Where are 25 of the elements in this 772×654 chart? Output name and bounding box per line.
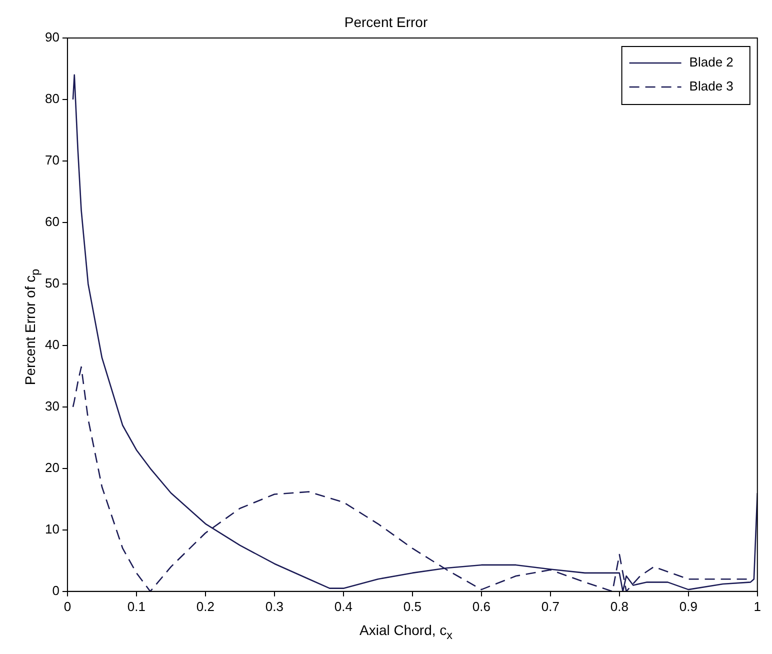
x-tick-label: 0.6 xyxy=(472,598,490,614)
y-tick-label: 60 xyxy=(44,214,60,230)
y-tick-label: 0 xyxy=(52,582,60,598)
y-tick-label: 40 xyxy=(44,337,60,352)
y-tick-label: 90 xyxy=(44,30,60,45)
x-tick-label: 0.7 xyxy=(541,598,560,614)
x-tick-label: 0.1 xyxy=(127,598,146,614)
x-tick-label: 0.2 xyxy=(196,598,214,614)
x-axis-title: Axial Chord, c$_{x}$ xyxy=(358,622,454,642)
x-tick-label: 0.4 xyxy=(334,598,352,614)
y-tick-label: 20 xyxy=(44,460,60,475)
x-tick-label: 0.5 xyxy=(403,598,422,614)
x-tick-label: 0 xyxy=(64,598,72,614)
chart-title: Percent Error xyxy=(343,14,429,30)
legend-label: Blade 3 xyxy=(689,78,734,94)
y-tick-label: 50 xyxy=(44,276,60,291)
y-tick-label: 30 xyxy=(44,398,60,414)
y-tick-label: 10 xyxy=(44,521,60,536)
legend-label: Blade 2 xyxy=(689,54,734,70)
x-tick-label: 0.9 xyxy=(679,598,698,614)
x-tick-label: 0.3 xyxy=(265,598,284,614)
y-tick-label: 80 xyxy=(44,91,60,106)
x-tick-label: 1 xyxy=(754,598,761,614)
x-tick-label: 0.8 xyxy=(610,598,628,614)
y-tick-label: 70 xyxy=(44,152,60,168)
